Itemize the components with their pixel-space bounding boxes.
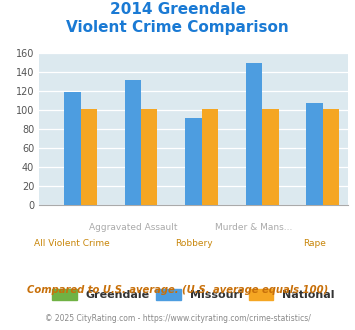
Text: 2014 Greendale: 2014 Greendale — [109, 2, 246, 16]
Bar — [141, 109, 158, 205]
Bar — [262, 109, 279, 205]
Text: Rape: Rape — [303, 239, 326, 248]
Text: Murder & Mans...: Murder & Mans... — [215, 223, 293, 232]
Text: All Violent Crime: All Violent Crime — [34, 239, 110, 248]
Bar — [246, 63, 262, 205]
Bar — [64, 92, 81, 205]
Bar — [306, 103, 323, 205]
Text: © 2025 CityRating.com - https://www.cityrating.com/crime-statistics/: © 2025 CityRating.com - https://www.city… — [45, 314, 310, 323]
Bar — [202, 109, 218, 205]
Bar — [125, 80, 141, 205]
Text: Compared to U.S. average. (U.S. average equals 100): Compared to U.S. average. (U.S. average … — [27, 285, 328, 295]
Text: Violent Crime Comparison: Violent Crime Comparison — [66, 20, 289, 35]
Legend: Greendale, Missouri, National: Greendale, Missouri, National — [52, 289, 335, 300]
Text: Aggravated Assault: Aggravated Assault — [89, 223, 177, 232]
Bar — [323, 109, 339, 205]
Bar — [81, 109, 97, 205]
Bar — [185, 118, 202, 205]
Text: Robbery: Robbery — [175, 239, 212, 248]
